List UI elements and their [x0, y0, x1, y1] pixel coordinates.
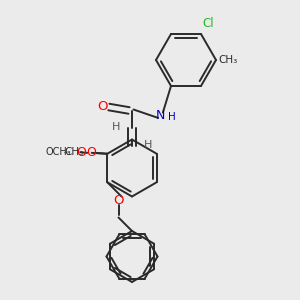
- Text: Cl: Cl: [202, 16, 214, 29]
- Text: H: H: [112, 122, 120, 133]
- Text: OCH₃: OCH₃: [46, 147, 71, 157]
- Text: methoxy: methoxy: [64, 152, 70, 153]
- Text: O: O: [86, 146, 96, 159]
- Text: O: O: [97, 100, 107, 113]
- Text: CH₃: CH₃: [218, 55, 238, 65]
- Text: O: O: [113, 194, 124, 208]
- Text: CH₃: CH₃: [65, 147, 84, 157]
- Text: H: H: [168, 112, 176, 122]
- Text: H: H: [144, 140, 152, 151]
- Text: O: O: [76, 146, 86, 159]
- Text: N: N: [156, 109, 165, 122]
